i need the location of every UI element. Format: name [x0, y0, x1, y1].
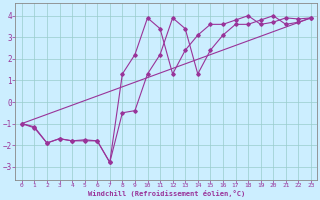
X-axis label: Windchill (Refroidissement éolien,°C): Windchill (Refroidissement éolien,°C): [88, 190, 245, 197]
